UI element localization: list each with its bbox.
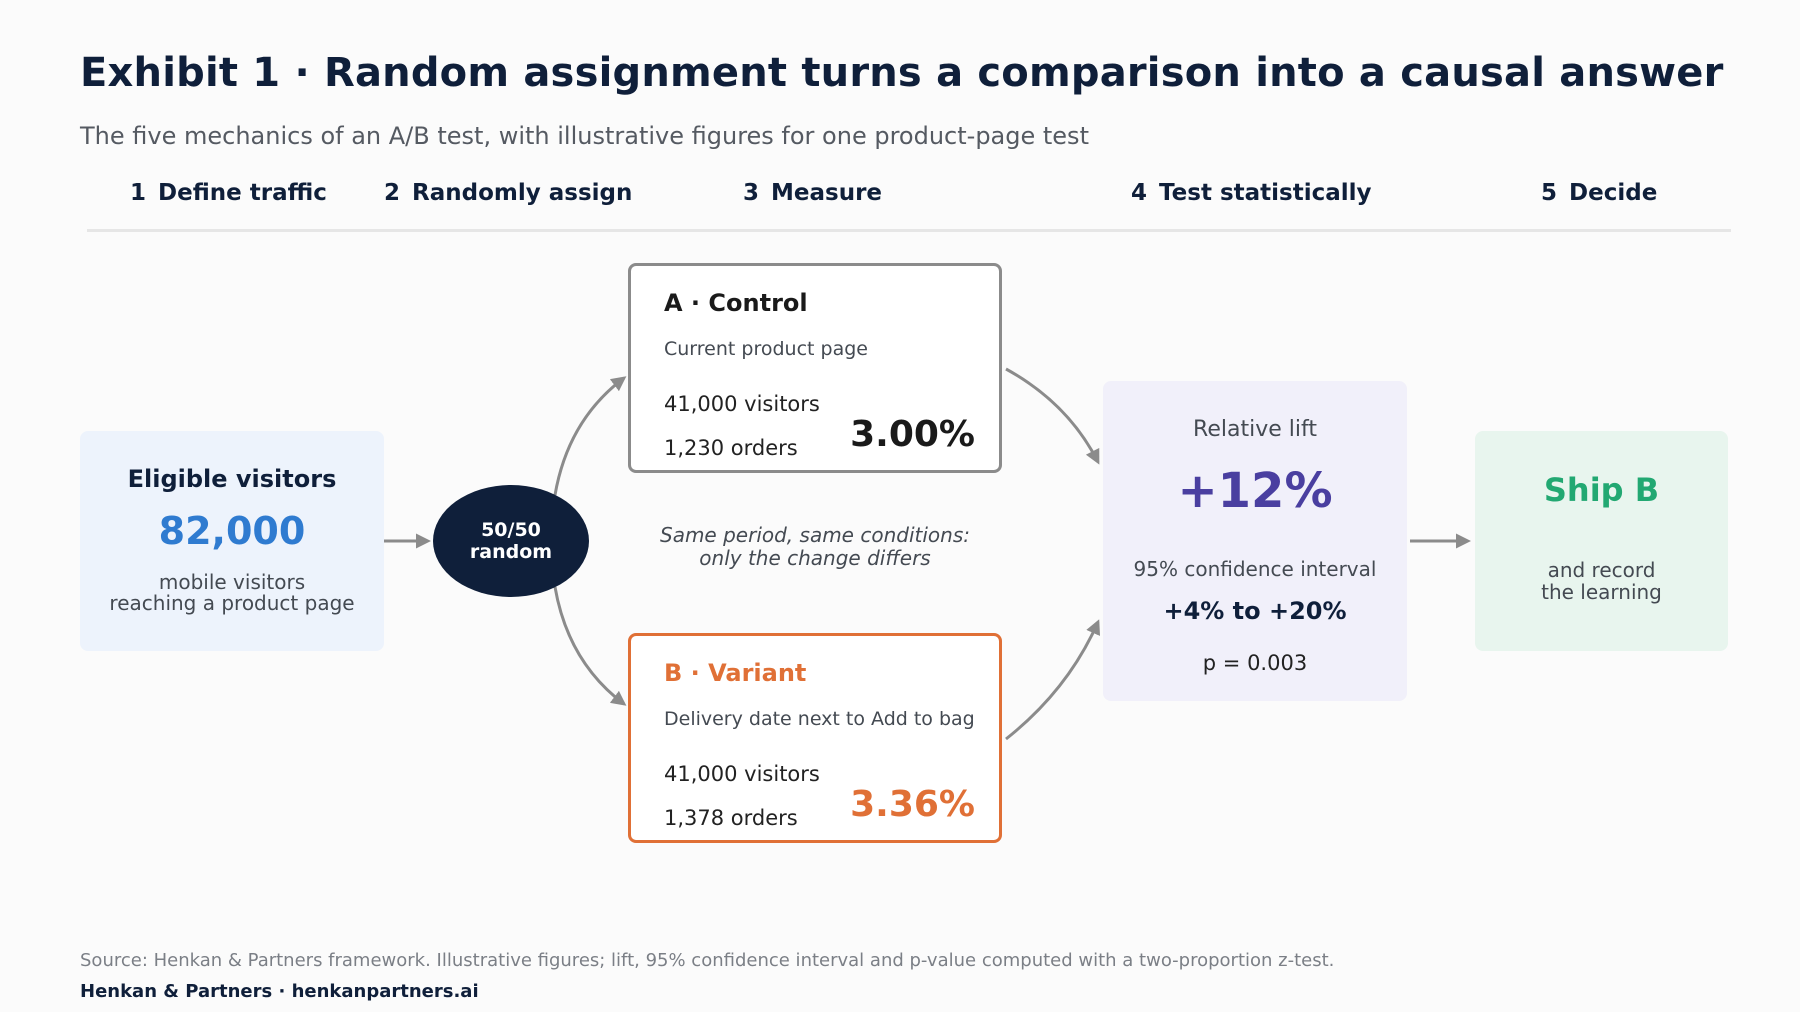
randomizer-node: 50/50 random	[433, 485, 589, 597]
eligible-desc-line1: mobile visitors	[158, 570, 306, 594]
source-note: Source: Henkan & Partners framework. Ill…	[80, 950, 1335, 971]
control-name: A · Control	[664, 289, 808, 317]
arrow-random-to-variant	[553, 586, 627, 706]
conditions-note: Same period, same conditions: only the c…	[600, 524, 1030, 570]
variant-description: Delivery date next to Add to bag	[664, 708, 975, 730]
brand-footer: Henkan & Partners · henkanpartners.ai	[80, 981, 479, 1002]
exhibit-subtitle: The five mechanics of an A/B test, with …	[80, 122, 1089, 150]
step-label: Decide	[1569, 180, 1658, 206]
eligible-desc-line2: reaching a product page	[109, 591, 355, 615]
relative-lift-value: +12%	[1177, 463, 1333, 519]
arrow-control-to-stats	[1005, 367, 1100, 465]
variant-conversion-rate: 3.36%	[850, 784, 975, 825]
header-divider	[87, 229, 1731, 232]
confidence-interval-label: 95% confidence interval	[1133, 557, 1377, 581]
step-number: 1	[130, 180, 147, 206]
conditions-note-line2: only the change differs	[699, 546, 931, 570]
statistical-test-card: Relative lift +12% 95% confidence interv…	[1103, 381, 1407, 701]
eligible-count: 82,000	[158, 509, 306, 553]
step-define-traffic: 1 Define traffic	[130, 180, 327, 206]
control-orders: 1,230 orders	[664, 436, 798, 460]
exhibit-title: Exhibit 1 · Random assignment turns a co…	[80, 50, 1724, 96]
confidence-interval-value: +4% to +20%	[1163, 597, 1347, 625]
randomizer-label: random	[469, 541, 553, 563]
arrow-random-to-control	[553, 376, 627, 496]
control-card: A · Control Current product page 41,000 …	[628, 263, 1002, 473]
lift-label: Relative lift	[1193, 417, 1317, 442]
variant-visitors: 41,000 visitors	[664, 762, 820, 786]
eligible-description: mobile visitors reaching a product page	[80, 572, 384, 614]
eligible-visitors-card: Eligible visitors 82,000 mobile visitors…	[80, 431, 384, 651]
step-randomly-assign: 2 Randomly assign	[384, 180, 632, 206]
control-visitors: 41,000 visitors	[664, 392, 820, 416]
decision-card: Ship B and record the learning	[1475, 431, 1728, 651]
decision-desc-line1: and record	[1547, 558, 1656, 582]
step-number: 4	[1131, 180, 1148, 206]
control-conversion-rate: 3.00%	[850, 414, 975, 455]
decision-description: and record the learning	[1475, 559, 1728, 603]
step-number: 2	[384, 180, 401, 206]
step-measure: 3 Measure	[743, 180, 882, 206]
decision-desc-line2: the learning	[1541, 580, 1662, 604]
conditions-note-line1: Same period, same conditions:	[660, 523, 970, 547]
decision-title: Ship B	[1543, 471, 1660, 509]
step-decide: 5 Decide	[1541, 180, 1657, 206]
variant-card: B · Variant Delivery date next to Add to…	[628, 633, 1002, 843]
step-label: Define traffic	[158, 180, 327, 206]
variant-name: B · Variant	[664, 659, 807, 687]
step-test-statistically: 4 Test statistically	[1131, 180, 1372, 206]
arrow-variant-to-stats	[1005, 619, 1101, 741]
step-label: Test statistically	[1159, 180, 1372, 206]
variant-orders: 1,378 orders	[664, 806, 798, 830]
step-label: Measure	[771, 180, 883, 206]
step-number: 3	[743, 180, 760, 206]
randomizer-split: 50/50	[481, 519, 541, 541]
p-value: p = 0.003	[1202, 651, 1308, 675]
step-label: Randomly assign	[412, 180, 633, 206]
control-description: Current product page	[664, 338, 868, 360]
eligible-title: Eligible visitors	[127, 465, 337, 493]
step-number: 5	[1541, 180, 1558, 206]
